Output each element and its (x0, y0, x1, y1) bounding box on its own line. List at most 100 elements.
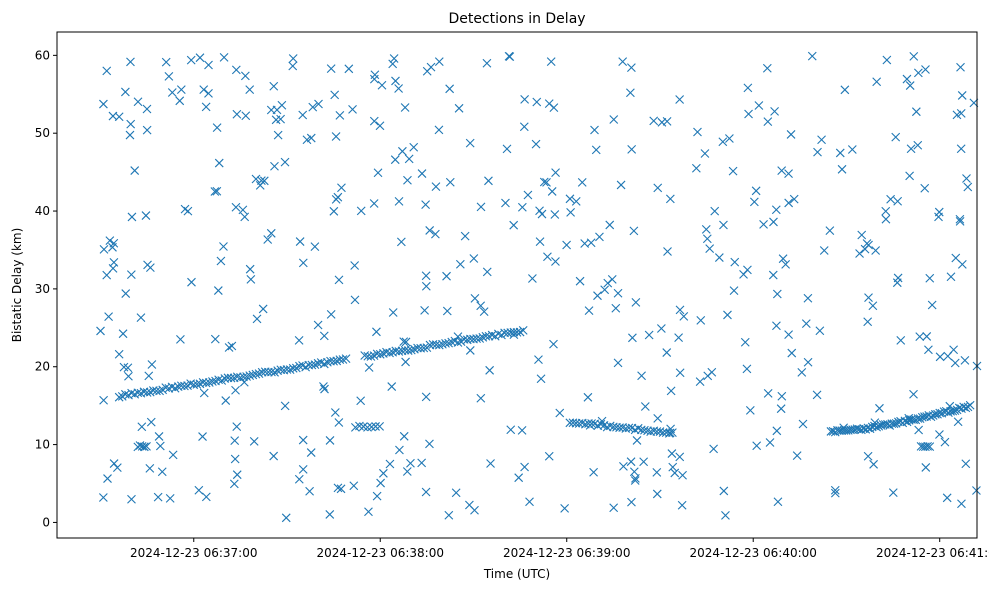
data-point (812, 390, 822, 400)
data-point (333, 192, 343, 202)
data-point (127, 494, 136, 504)
data-point (371, 422, 380, 431)
data-point (310, 360, 320, 370)
data-point (935, 352, 945, 362)
data-point (455, 259, 465, 269)
data-point (375, 349, 385, 359)
data-point (565, 194, 575, 204)
data-point (157, 467, 167, 477)
data-point (465, 346, 475, 355)
data-point (768, 270, 778, 280)
y-tick-label: 40 (35, 204, 50, 218)
data-point (959, 402, 969, 412)
data-point (627, 497, 636, 507)
data-point (835, 426, 845, 435)
data-point (539, 177, 549, 187)
data-point (911, 107, 921, 117)
data-point (142, 125, 152, 135)
data-point (807, 51, 817, 61)
data-point (549, 339, 558, 349)
data-point (664, 428, 674, 438)
data-point (803, 357, 813, 367)
data-point (164, 71, 174, 81)
data-point (434, 125, 444, 135)
data-point (201, 492, 211, 502)
data-point (797, 367, 807, 377)
data-point (114, 392, 124, 402)
data-point (389, 54, 399, 63)
data-point (584, 306, 594, 315)
data-point (662, 116, 672, 126)
data-point (550, 210, 560, 219)
data-point (285, 365, 295, 375)
data-point (344, 64, 354, 74)
data-point (607, 274, 617, 284)
data-point (709, 444, 718, 454)
data-point (813, 147, 822, 157)
data-point (544, 99, 554, 109)
data-point (335, 110, 345, 120)
data-point (786, 130, 796, 139)
data-point (644, 330, 654, 340)
data-point (372, 327, 381, 337)
data-point (434, 57, 444, 66)
data-point (367, 422, 376, 432)
data-point (326, 309, 336, 319)
data-point (269, 451, 279, 461)
data-point (431, 182, 441, 191)
data-point (792, 451, 802, 461)
y-tick-label: 50 (35, 126, 50, 140)
data-point (187, 277, 196, 287)
data-point (104, 312, 113, 321)
data-point (167, 88, 177, 97)
data-point (310, 242, 320, 252)
data-point (566, 207, 576, 217)
data-point (743, 83, 753, 93)
data-point (230, 436, 240, 445)
data-point (531, 139, 541, 149)
data-point (624, 423, 634, 433)
data-point (198, 432, 207, 441)
data-point (925, 273, 935, 283)
data-point (419, 343, 429, 353)
data-point (280, 401, 290, 411)
data-point (523, 190, 533, 200)
data-point (465, 138, 475, 148)
data-point (665, 194, 675, 204)
data-point (502, 144, 512, 154)
data-point (905, 171, 915, 181)
data-point (306, 448, 316, 457)
data-point (759, 220, 768, 229)
data-point (949, 345, 959, 355)
data-point (730, 257, 740, 267)
data-point (199, 388, 209, 398)
data-point (965, 400, 975, 410)
data-point (133, 97, 143, 107)
data-point (271, 115, 281, 125)
data-point (571, 197, 581, 206)
data-point (653, 413, 663, 423)
data-point (639, 457, 649, 467)
data-point (857, 230, 867, 240)
data-point (675, 95, 685, 104)
data-point (136, 313, 146, 323)
data-point (691, 163, 701, 173)
data-point (675, 305, 685, 315)
data-point (921, 65, 930, 74)
data-point (145, 464, 155, 473)
data-point (239, 377, 249, 387)
chart-title: Detections in Delay (448, 11, 585, 27)
data-point (325, 510, 335, 519)
data-point (403, 175, 412, 185)
data-point (653, 183, 663, 193)
data-point (329, 206, 339, 216)
data-point (377, 80, 387, 90)
data-point (763, 117, 773, 127)
data-point (613, 288, 623, 298)
data-point (935, 430, 944, 439)
x-tick-label: 2024-12-23 06:39:00 (503, 546, 630, 560)
data-point (373, 168, 383, 178)
data-point (470, 293, 480, 303)
data-point (649, 116, 659, 126)
data-point (139, 442, 149, 452)
